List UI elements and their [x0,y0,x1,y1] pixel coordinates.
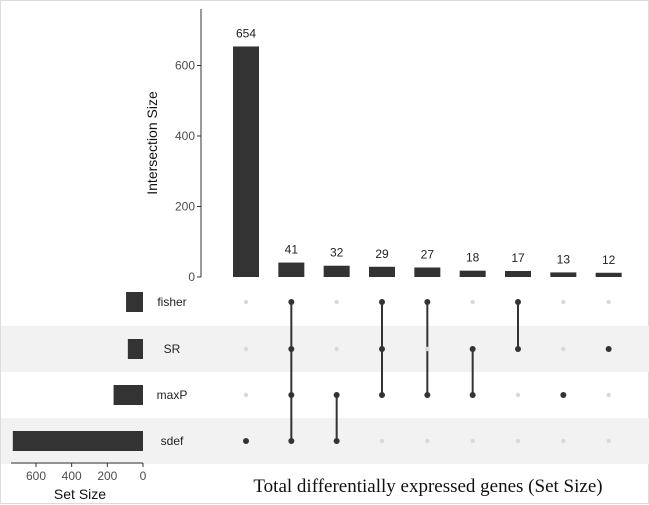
set-size-bar-maxP [113,385,143,405]
matrix-dot-4-SR [379,346,385,352]
set-size-axis-title: Set Size [54,486,106,502]
matrix-dot-4-sdef [379,438,385,444]
intersection-y-tick-label-0: 0 [188,270,195,284]
intersection-bar-label-5: 27 [421,247,435,261]
intersection-bar-7 [505,271,531,277]
matrix-dot-2-sdef [288,438,295,444]
chart-caption: Total differentially expressed genes (Se… [253,476,602,497]
set-size-x-tick-label-400: 400 [62,469,82,483]
set-size-x-tick-label-200: 200 [97,469,117,483]
matrix-dot-3-maxP [333,392,340,398]
matrix-dot-7-fisher [515,299,521,305]
intersection-bar-4 [369,266,395,277]
matrix-dot-2-fisher [288,299,295,305]
matrix-dot-6-sdef [470,438,475,444]
matrix-dot-7-maxP [515,392,521,398]
intersection-bar-8 [550,272,577,277]
matrix-band-SR [1,326,649,372]
matrix-dot-6-fisher [470,299,475,305]
set-name-maxP: maxP [157,388,188,402]
intersection-bars: 654 41 32 29 27 18 17 13 12 [233,26,622,278]
set-name-fisher: fisher [157,295,186,309]
intersection-bar-1 [233,46,259,278]
intersection-bar-label-7: 17 [511,251,525,265]
matrix-dot-1-fisher [243,299,249,305]
matrix-dot-9-sdef [606,438,611,444]
matrix-bands [1,326,649,464]
matrix-dot-5-fisher [424,299,431,305]
matrix-dot-8-fisher [561,299,566,305]
intersection-bar-9 [595,272,622,277]
matrix-dot-6-SR [469,346,476,352]
matrix-dot-3-fisher [334,299,339,305]
matrix-dot-5-sdef [425,438,430,444]
intersection-bar-label-8: 13 [557,252,571,266]
matrix-dot-5-maxP [424,392,431,398]
matrix-dot-2-maxP [288,392,295,398]
set-name-labels: fisher SR maxP sdef [157,295,188,448]
intersection-y-tick-label-600: 600 [175,59,195,73]
matrix-dot-9-fisher [606,299,611,305]
matrix-dot-1-maxP [243,392,249,398]
matrix-dot-7-SR [515,346,521,352]
intersection-bar-label-3: 32 [330,246,344,260]
set-size-x-tick-label-600: 600 [26,469,46,483]
matrix-dot-4-maxP [379,392,385,398]
set-size-bar-fisher [126,292,143,312]
matrix-dot-3-sdef [333,438,340,444]
intersection-bar-label-4: 29 [375,247,389,261]
set-size-x-tick-label-0: 0 [140,469,147,483]
matrix-dot-9-SR [605,346,612,352]
set-size-bar-sdef [12,431,144,451]
matrix-dot-1-SR [243,346,249,352]
intersection-size-axis-title: Intersection Size [144,91,160,195]
intersection-bar-5 [414,267,441,277]
matrix-dot-8-SR [561,346,566,352]
matrix-dot-9-maxP [606,392,611,398]
intersection-matrix [243,299,612,444]
set-size-bar-SR [127,339,143,359]
matrix-dot-3-SR [334,346,339,352]
matrix-dot-4-fisher [379,299,385,305]
matrix-dot-8-maxP [560,392,567,398]
matrix-dot-2-SR [288,346,295,352]
matrix-dot-5-SR [425,346,430,352]
set-name-SR: SR [164,342,181,356]
intersection-bar-label-2: 41 [285,243,299,257]
intersection-bar-label-9: 12 [602,253,616,267]
matrix-dot-7-sdef [515,438,521,444]
intersection-bar-6 [459,270,486,277]
matrix-dot-8-sdef [561,438,566,444]
matrix-dot-1-sdef [243,438,249,444]
set-name-sdef: sdef [161,434,184,448]
intersection-bar-label-6: 18 [466,251,480,265]
set-size-bars [12,292,144,451]
intersection-bar-3 [323,265,350,277]
intersection-y-tick-label-200: 200 [175,200,195,214]
matrix-dot-6-maxP [469,392,476,398]
intersection-bar-2 [278,262,305,277]
intersection-y-tick-label-400: 400 [175,129,195,143]
intersection-bar-label-1: 654 [236,26,256,40]
set-size-x-axis: 600 400 200 0 [11,462,147,483]
intersection-y-axis: 0 200 400 600 [175,9,202,284]
